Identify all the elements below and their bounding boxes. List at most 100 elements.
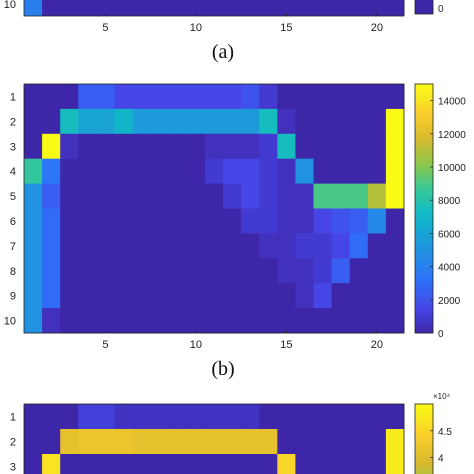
panel-b-cell-r3-c15 [277,133,296,160]
panel-b-colorbar-band [415,133,433,139]
panel-a-colorbar-frame [414,0,434,15]
panel-b-cell-r9-c20 [367,283,387,309]
panel-b-cell-r8-c9 [168,258,188,284]
panel-b-cell-r1-c8 [150,84,170,110]
panel-c-colorbar-band [415,451,433,455]
panel-b-cell-r10-c11 [204,308,224,334]
panel-b-cell-r7-c6 [114,233,133,259]
panel-c-cell-r3-c6 [114,454,133,474]
panel-b-cell-r5-c11 [204,183,224,209]
panel-c-cell-r2-c20 [367,429,387,455]
panel-b-colorbar-tick-label: 14000 [438,97,466,108]
panel-b-colorbar-frame [414,83,434,334]
panel-a-cell-r10-c3 [60,0,79,16]
panel-b-heatmap: 1 2 3 4 5 6 7 8 9 10 5 10 15 20 0 2000 4000 6000 8000 10000… [4,83,466,351]
panel-b-cell-r5-c16 [295,183,314,209]
panel-c-colorbar-band [415,411,433,415]
panel-c-heatmap: 1 2 3 4.5 4 ×10⁴ [10,392,452,474]
panel-b-colorbar-band [415,258,433,263]
panel-b-colorbar-band [415,229,433,234]
panel-b-xtick-label: 10 [190,339,202,351]
panel-b-cell-r2-c21 [385,108,405,135]
panel-b-cell-r5-c13 [241,183,260,209]
panel-a-cell-r10-c6 [114,0,133,16]
panel-b-colorbar-band [415,312,433,317]
panel-b-cell-r4-c1 [24,158,43,184]
panel-b-cell-r1-c14 [259,84,278,110]
panel-c-colorbar-band [415,416,433,420]
panel-b-cell-r6-c3 [60,208,79,234]
panel-b-cell-r8-c10 [186,258,206,284]
panel-b-cell-r10-c5 [96,308,115,334]
panel-c-cell-r1-c14 [259,404,278,430]
panel-b-cell-r3-c4 [78,133,97,160]
panel-c-cell-r2-c13 [241,429,260,455]
panel-b-cell-r10-c4 [78,308,97,334]
panel-c-colorbar-tick-label: 4.5 [438,427,452,438]
panel-b-cell-r1-c15 [277,84,296,110]
panel-c-cell-r3-c1 [24,454,43,474]
panel-a-cell-r10-c5 [96,0,115,16]
panel-c-ytick-label: 3 [10,462,16,474]
panel-a-cell-r10-c1 [24,0,43,16]
panel-b-cell-r9-c12 [223,283,242,309]
panel-c-colorbar-band [415,471,433,474]
panel-b-colorbar-tick-label: 6000 [438,229,461,240]
panel-b-cell-r6-c7 [132,208,152,234]
panel-b-colorbar-tick-label: 0 [438,329,444,340]
panel-b-xtick-label: 20 [371,339,383,351]
panel-b-cell-r5-c19 [349,183,369,209]
panel-c-cell-r1-c18 [331,404,351,430]
panel-a-xtick-label: 10 [190,22,202,34]
panel-c-cell-r2-c12 [223,429,242,455]
panel-c-cell-r3-c10 [186,454,206,474]
panel-b-cell-r9-c15 [277,283,296,309]
panel-b-cell-r3-c18 [331,133,351,160]
panel-c-colorbar-band [415,404,433,407]
panel-b-cell-r6-c14 [259,208,278,234]
panel-b-cell-r5-c7 [132,183,152,209]
panel-b-cell-r7-c3 [60,233,79,259]
panel-b-cell-r5-c9 [168,183,188,209]
panel-b-cell-r6-c5 [96,208,115,234]
panel-b-cell-r3-c6 [114,133,133,160]
panel-b-cell-r5-c5 [96,183,115,209]
panel-a-cell-r10-c12 [223,0,242,16]
panel-b-colorbar-band [415,225,433,230]
panel-b-colorbar-band [415,167,433,172]
panel-c-cell-r2-c2 [42,429,61,455]
panel-b-colorbar-band [415,84,433,89]
panel-b-cell-r9-c21 [385,283,405,309]
panel-b-cell-r5-c6 [114,183,133,209]
panel-b-cell-r9-c7 [132,283,152,309]
panel-b-cell-r1-c4 [78,84,97,110]
panel-b-cell-r6-c10 [186,208,206,234]
panel-b-colorbar-band [415,295,433,301]
panel-c-colorbar-band [415,419,433,422]
panel-b-cell-r8-c21 [385,258,405,284]
panel-b-cell-r1-c11 [204,84,224,110]
panel-b-cell-r2-c15 [277,108,296,135]
panel-b-colorbar-band [415,208,433,214]
panel-c-cell-r1-c17 [313,404,333,430]
panel-c-cell-r2-c8 [150,429,170,455]
panel-b-cell-r2-c19 [349,108,369,135]
panel-b-cell-r2-c7 [132,108,152,135]
panel-b-cell-r3-c20 [367,133,387,160]
panel-b-cell-r4-c4 [78,158,97,184]
panel-b-cell-r6-c4 [78,208,97,234]
panel-b-cell-r3-c8 [150,133,170,160]
panel-b-colorbar-band [415,150,433,155]
panel-b-cell-r2-c13 [241,108,260,135]
panel-b-cell-r10-c8 [150,308,170,334]
panel-c-cell-r3-c15 [277,454,296,474]
panel-b-cell-r9-c13 [241,283,260,309]
panel-b-cell-r4-c15 [277,158,296,184]
panel-c-cell-r2-c3 [60,429,79,455]
panel-b-cell-r8-c20 [367,258,387,284]
panel-b-cell-r2-c16 [295,108,314,135]
panel-a-xtick-label: 20 [371,22,383,34]
panel-c-cell-r3-c8 [150,454,170,474]
panel-a-cell-r10-c2 [42,0,61,16]
panel-b-cell-r4-c3 [60,158,79,184]
